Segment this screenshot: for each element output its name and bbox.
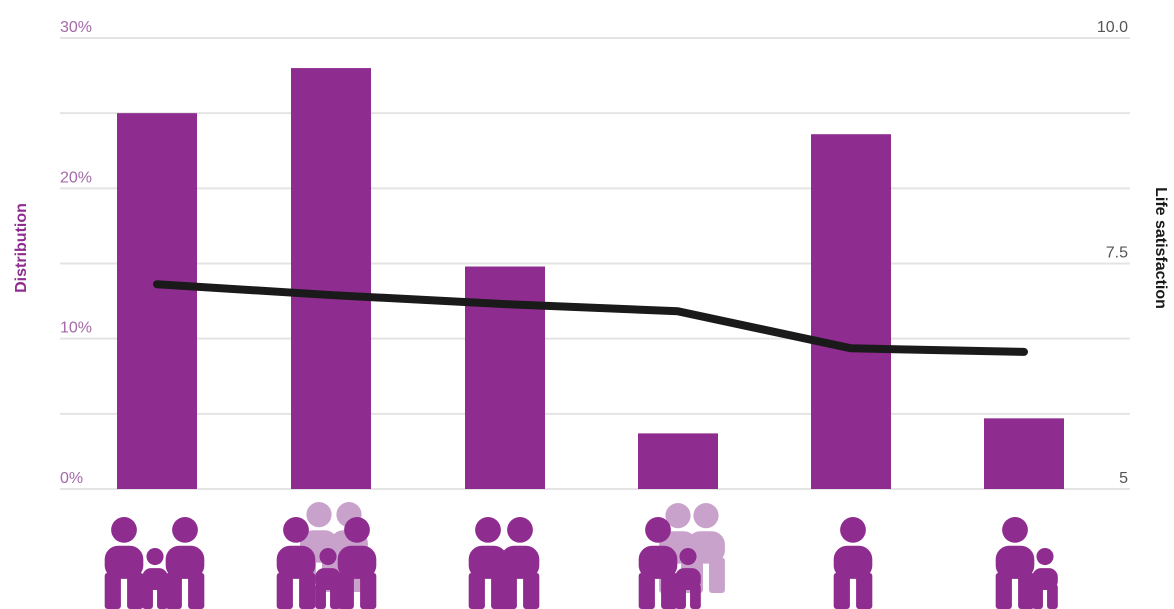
single-parent-with-child-and-extended-family-icon	[638, 502, 725, 609]
bar	[638, 433, 718, 489]
line-point	[156, 283, 158, 286]
gridlines	[60, 37, 1130, 490]
bar	[117, 113, 197, 490]
right-axis-ticks: 5 7.5 10.0	[1097, 19, 1128, 487]
left-tick-label: 30%	[60, 19, 92, 36]
single-parent-with-child-icon	[995, 517, 1058, 609]
line-path	[153, 280, 1028, 356]
line-point	[677, 310, 679, 313]
bar	[984, 418, 1064, 489]
bar	[291, 68, 371, 490]
line-point	[1023, 350, 1025, 353]
right-tick-label: 10.0	[1097, 19, 1128, 36]
couple-with-children-and-extended-family-icon	[276, 501, 377, 609]
left-tick-label: 20%	[60, 169, 92, 186]
bars	[117, 68, 1064, 490]
line-point	[330, 294, 332, 297]
couple-icon	[468, 517, 540, 609]
line-point	[504, 303, 506, 306]
single-person-icon	[833, 517, 873, 609]
bar	[811, 134, 891, 490]
line-point	[850, 347, 852, 350]
right-axis-title: Life satisfaction	[1152, 187, 1169, 309]
left-tick-label: 0%	[60, 470, 83, 487]
category-icons	[104, 501, 1058, 609]
right-tick-label: 5	[1119, 470, 1128, 487]
left-tick-label: 10%	[60, 320, 92, 337]
left-axis-ticks: 0% 10% 20% 30%	[60, 19, 92, 487]
right-tick-label: 7.5	[1106, 245, 1128, 262]
life-satisfaction-line	[153, 280, 1028, 356]
couple-with-child-icon	[104, 517, 205, 609]
left-axis-title: Distribution	[13, 203, 30, 293]
